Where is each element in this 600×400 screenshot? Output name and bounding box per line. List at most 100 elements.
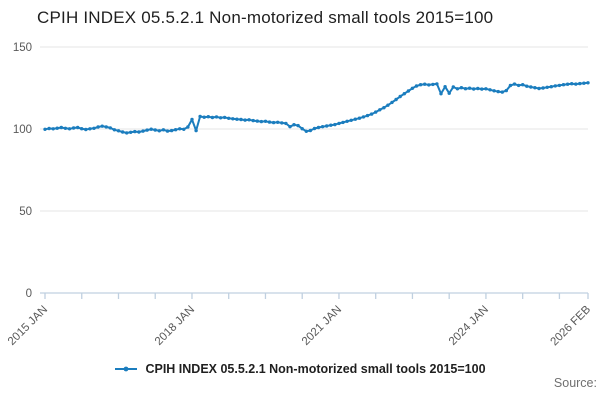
data-point — [549, 85, 553, 89]
data-point — [120, 130, 125, 134]
data-point — [586, 81, 590, 85]
chart-title: CPIH INDEX 05.5.2.1 Non-motorized small … — [37, 8, 494, 27]
legend: CPIH INDEX 05.5.2.1 Non-motorized small … — [0, 362, 600, 376]
data-point — [165, 129, 170, 133]
data-point — [190, 117, 194, 122]
data-point — [308, 128, 313, 133]
data-point — [521, 83, 525, 87]
data-point — [553, 84, 557, 88]
data-point — [137, 130, 141, 134]
data-point — [488, 88, 492, 92]
data-point — [541, 86, 545, 90]
y-tick-label: 100 — [13, 124, 32, 136]
data-point — [484, 87, 488, 91]
data-point — [418, 83, 423, 87]
data-point — [276, 120, 280, 125]
data-point — [467, 86, 472, 90]
data-point — [394, 97, 398, 102]
data-point — [349, 118, 353, 123]
data-point — [47, 126, 51, 131]
data-point — [423, 82, 427, 86]
data-point — [149, 127, 153, 131]
data-point — [178, 127, 182, 131]
data-point — [59, 125, 63, 130]
data-point — [390, 100, 394, 105]
data-point — [455, 87, 460, 91]
data-point — [84, 127, 88, 132]
data-point — [353, 117, 357, 121]
data-point — [210, 115, 215, 120]
data-point — [500, 90, 504, 94]
data-point — [561, 83, 566, 87]
x-tick-label: 2021 JAN — [300, 304, 344, 348]
data-point — [222, 115, 227, 120]
data-point — [153, 128, 157, 132]
data-point — [545, 85, 549, 90]
data-point — [492, 89, 496, 93]
data-point — [325, 124, 329, 128]
data-point — [263, 119, 268, 124]
data-point — [529, 85, 533, 89]
data-point — [402, 92, 406, 96]
data-point — [463, 87, 468, 91]
data-point — [243, 118, 247, 122]
data-point — [251, 118, 255, 123]
data-point — [512, 82, 517, 86]
data-point — [161, 128, 166, 132]
data-point — [398, 94, 402, 99]
x-axis-labels: 2015 JAN 2018 JAN 2021 JAN 2024 JAN 2026 FEB — [6, 303, 593, 348]
data-point — [374, 110, 378, 114]
data-point — [582, 81, 586, 85]
data-point — [198, 114, 202, 119]
data-point — [186, 125, 190, 129]
data-point — [508, 83, 513, 88]
data-point — [231, 117, 235, 121]
data-point — [472, 87, 476, 91]
data-point — [357, 116, 362, 120]
data-point — [284, 121, 288, 126]
data-point — [439, 92, 443, 96]
data-point — [280, 121, 284, 125]
data-point — [194, 128, 198, 133]
legend-line-marker-icon — [115, 366, 138, 372]
data-point — [76, 125, 80, 130]
data-point — [451, 85, 455, 89]
data-point — [255, 119, 259, 123]
data-point — [218, 116, 223, 120]
data-point — [125, 131, 129, 135]
data-point — [337, 121, 341, 126]
data-point — [202, 115, 206, 119]
data-point — [431, 82, 435, 87]
y-axis-labels: 0 50 100 150 — [13, 42, 32, 300]
data-point — [365, 113, 370, 118]
data-point — [345, 119, 349, 124]
data-point — [71, 126, 76, 130]
data-point — [214, 115, 219, 119]
data-point — [574, 82, 578, 86]
data-point — [329, 123, 333, 127]
data-point — [51, 127, 55, 131]
data-point — [108, 126, 113, 130]
data-point — [80, 127, 84, 131]
data-point — [63, 126, 68, 130]
data-point — [406, 89, 411, 93]
x-tick-label: 2015 JAN — [6, 304, 50, 348]
data-point — [410, 86, 415, 91]
data-point — [267, 120, 272, 124]
x-axis — [40, 292, 589, 299]
data-point — [316, 125, 321, 130]
x-tick-label: 2024 JAN — [447, 304, 491, 348]
x-tick-label: 2026 FEB — [548, 303, 593, 348]
data-point — [112, 128, 117, 132]
data-point — [304, 129, 308, 133]
data-point — [145, 128, 149, 132]
data-point — [88, 127, 92, 131]
data-point — [288, 125, 292, 129]
data-point — [206, 115, 210, 119]
data-point — [333, 122, 337, 127]
data-point — [100, 124, 104, 128]
data-point — [116, 129, 121, 133]
data-point — [361, 115, 366, 119]
data-point — [435, 82, 439, 86]
data-point — [296, 123, 300, 128]
